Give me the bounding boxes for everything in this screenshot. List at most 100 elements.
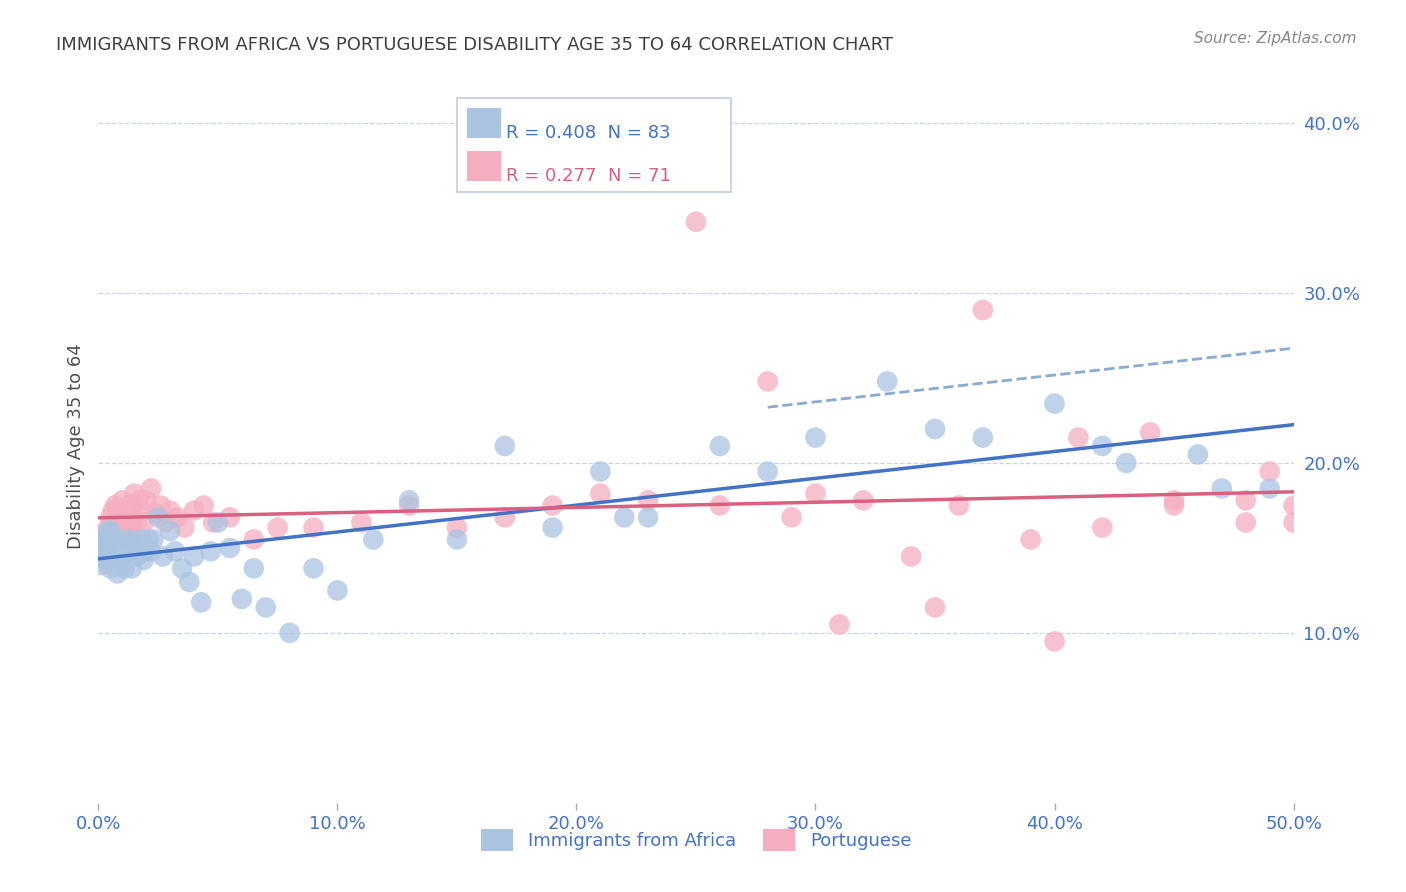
Point bbox=[398, 493, 420, 508]
Point bbox=[104, 533, 127, 547]
Point bbox=[135, 544, 157, 558]
Point bbox=[118, 544, 141, 558]
Point bbox=[398, 499, 420, 513]
Point bbox=[111, 493, 134, 508]
Point bbox=[115, 553, 138, 567]
Point bbox=[756, 465, 779, 479]
Point bbox=[98, 561, 122, 575]
Point bbox=[118, 533, 141, 547]
Point bbox=[1258, 482, 1281, 496]
Point bbox=[101, 503, 124, 517]
Point bbox=[125, 549, 148, 564]
Point bbox=[118, 499, 141, 513]
Point bbox=[828, 617, 851, 632]
Point bbox=[1163, 493, 1185, 508]
Point bbox=[1234, 493, 1257, 508]
Point bbox=[219, 510, 242, 524]
Point bbox=[124, 544, 146, 558]
Point bbox=[139, 482, 162, 496]
Point bbox=[494, 439, 516, 453]
Point bbox=[446, 533, 468, 547]
Y-axis label: Disability Age 35 to 64: Disability Age 35 to 64 bbox=[66, 343, 84, 549]
Point bbox=[780, 510, 803, 524]
Point bbox=[179, 574, 201, 589]
Point bbox=[94, 533, 117, 547]
Point bbox=[1211, 482, 1233, 496]
Point bbox=[350, 516, 373, 530]
Point bbox=[90, 558, 112, 572]
Text: Source: ZipAtlas.com: Source: ZipAtlas.com bbox=[1194, 31, 1357, 46]
Point bbox=[159, 503, 181, 517]
Point bbox=[148, 510, 170, 524]
Point bbox=[172, 561, 194, 575]
Point bbox=[155, 516, 177, 530]
Point bbox=[97, 544, 120, 558]
Point bbox=[121, 520, 143, 534]
Point bbox=[193, 499, 215, 513]
Point bbox=[207, 516, 229, 530]
Text: R = 0.277  N = 71: R = 0.277 N = 71 bbox=[506, 168, 671, 186]
Point bbox=[115, 537, 138, 551]
Point bbox=[1115, 456, 1137, 470]
Point bbox=[541, 520, 564, 534]
Point bbox=[200, 544, 222, 558]
Point bbox=[101, 537, 124, 551]
Point bbox=[104, 544, 127, 558]
Point bbox=[804, 486, 827, 500]
Point bbox=[128, 493, 150, 508]
Point bbox=[1091, 520, 1114, 534]
Point bbox=[190, 595, 212, 609]
Point bbox=[115, 533, 138, 547]
Point bbox=[1234, 516, 1257, 530]
Point bbox=[804, 430, 827, 444]
Point bbox=[152, 549, 174, 564]
Point bbox=[637, 493, 659, 508]
Point bbox=[124, 537, 146, 551]
Point bbox=[613, 510, 636, 524]
Point bbox=[97, 541, 120, 555]
Point bbox=[98, 553, 122, 567]
Point bbox=[111, 541, 134, 555]
Point bbox=[142, 533, 165, 547]
Point bbox=[104, 499, 127, 513]
Point bbox=[94, 553, 117, 567]
Point bbox=[104, 516, 127, 530]
Point bbox=[131, 533, 153, 547]
Point bbox=[948, 499, 970, 513]
Point bbox=[589, 465, 612, 479]
Point bbox=[94, 549, 117, 564]
Point bbox=[107, 566, 129, 581]
Point bbox=[363, 533, 385, 547]
Point bbox=[107, 537, 129, 551]
Point bbox=[107, 549, 129, 564]
Point bbox=[121, 549, 143, 564]
Point bbox=[278, 626, 301, 640]
Point bbox=[685, 215, 707, 229]
Point bbox=[254, 600, 277, 615]
Point bbox=[1282, 499, 1305, 513]
Point bbox=[114, 544, 136, 558]
Point bbox=[1163, 499, 1185, 513]
Point bbox=[108, 544, 131, 558]
Point bbox=[107, 527, 129, 541]
Point bbox=[91, 533, 114, 547]
Point bbox=[159, 524, 181, 538]
Point bbox=[876, 375, 898, 389]
Point bbox=[494, 510, 516, 524]
Point bbox=[125, 516, 148, 530]
Point bbox=[114, 561, 136, 575]
Legend: Immigrants from Africa, Portuguese: Immigrants from Africa, Portuguese bbox=[474, 822, 918, 858]
Point bbox=[98, 533, 122, 547]
Point bbox=[97, 524, 120, 538]
Point bbox=[111, 558, 134, 572]
Point bbox=[115, 503, 138, 517]
Point bbox=[972, 430, 994, 444]
Point bbox=[114, 520, 136, 534]
Point bbox=[446, 520, 468, 534]
Point bbox=[163, 544, 186, 558]
Point bbox=[98, 533, 122, 547]
Point bbox=[541, 499, 564, 513]
Point bbox=[132, 516, 155, 530]
Point bbox=[1067, 430, 1090, 444]
Point bbox=[972, 303, 994, 318]
